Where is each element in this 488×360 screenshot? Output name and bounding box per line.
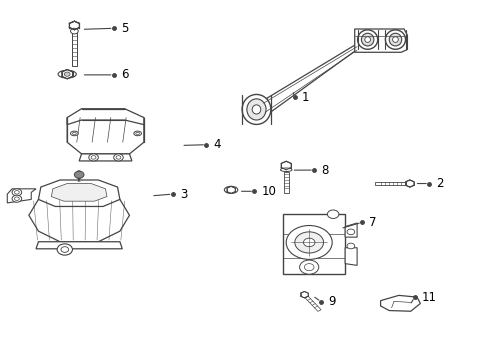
Ellipse shape bbox=[224, 186, 237, 193]
Text: 8: 8 bbox=[321, 164, 328, 177]
Polygon shape bbox=[266, 43, 357, 115]
Polygon shape bbox=[281, 161, 290, 170]
Polygon shape bbox=[71, 32, 77, 66]
Circle shape bbox=[113, 154, 123, 161]
Circle shape bbox=[57, 244, 72, 255]
Polygon shape bbox=[69, 21, 79, 30]
Polygon shape bbox=[7, 189, 36, 203]
Text: 3: 3 bbox=[180, 188, 187, 201]
Text: 10: 10 bbox=[261, 185, 276, 198]
Circle shape bbox=[70, 28, 78, 34]
Polygon shape bbox=[380, 295, 420, 311]
Ellipse shape bbox=[242, 94, 270, 125]
Ellipse shape bbox=[72, 132, 76, 135]
Ellipse shape bbox=[134, 131, 141, 136]
Circle shape bbox=[64, 72, 70, 76]
Polygon shape bbox=[345, 223, 356, 237]
Polygon shape bbox=[61, 69, 72, 79]
Ellipse shape bbox=[280, 168, 291, 171]
Text: 11: 11 bbox=[421, 291, 436, 303]
Circle shape bbox=[89, 154, 98, 161]
Polygon shape bbox=[36, 242, 122, 249]
Circle shape bbox=[346, 243, 354, 249]
Circle shape bbox=[303, 238, 314, 247]
Circle shape bbox=[15, 197, 19, 201]
Text: 9: 9 bbox=[328, 295, 335, 308]
Polygon shape bbox=[300, 292, 307, 298]
Polygon shape bbox=[405, 180, 413, 187]
Ellipse shape bbox=[246, 99, 265, 120]
Ellipse shape bbox=[227, 188, 234, 192]
Circle shape bbox=[327, 210, 338, 219]
Text: 1: 1 bbox=[302, 91, 309, 104]
Circle shape bbox=[116, 156, 121, 159]
Circle shape bbox=[15, 190, 19, 194]
Ellipse shape bbox=[385, 30, 405, 49]
Polygon shape bbox=[283, 171, 288, 193]
Circle shape bbox=[91, 156, 96, 159]
Ellipse shape bbox=[357, 30, 377, 49]
Circle shape bbox=[294, 232, 323, 253]
Ellipse shape bbox=[388, 33, 401, 46]
Circle shape bbox=[12, 189, 21, 196]
Ellipse shape bbox=[70, 131, 78, 136]
Text: 7: 7 bbox=[368, 216, 376, 229]
Circle shape bbox=[74, 171, 84, 178]
Text: 4: 4 bbox=[213, 138, 221, 151]
Polygon shape bbox=[67, 118, 143, 154]
Circle shape bbox=[299, 260, 318, 274]
Polygon shape bbox=[282, 214, 345, 274]
Polygon shape bbox=[345, 248, 356, 265]
Polygon shape bbox=[226, 186, 235, 193]
Ellipse shape bbox=[136, 132, 139, 135]
Circle shape bbox=[61, 247, 68, 252]
Polygon shape bbox=[302, 294, 321, 311]
Polygon shape bbox=[39, 180, 120, 207]
Circle shape bbox=[304, 264, 313, 271]
Polygon shape bbox=[79, 154, 132, 161]
Polygon shape bbox=[354, 29, 407, 52]
Polygon shape bbox=[67, 109, 143, 125]
Text: 6: 6 bbox=[121, 68, 128, 81]
Ellipse shape bbox=[392, 37, 398, 42]
Ellipse shape bbox=[252, 105, 260, 114]
Ellipse shape bbox=[364, 37, 370, 42]
Polygon shape bbox=[375, 182, 404, 185]
Circle shape bbox=[12, 195, 21, 202]
Text: 2: 2 bbox=[435, 177, 443, 190]
Ellipse shape bbox=[361, 33, 373, 46]
Circle shape bbox=[285, 225, 331, 259]
Polygon shape bbox=[51, 184, 107, 201]
Circle shape bbox=[346, 229, 354, 235]
Text: 5: 5 bbox=[121, 22, 128, 35]
Polygon shape bbox=[29, 199, 129, 242]
Ellipse shape bbox=[58, 70, 76, 78]
